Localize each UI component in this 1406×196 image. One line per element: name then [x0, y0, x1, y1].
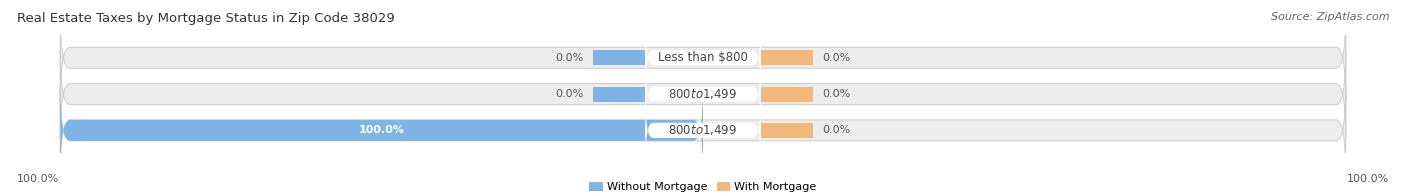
Text: 0.0%: 0.0% — [555, 89, 583, 99]
FancyBboxPatch shape — [60, 86, 703, 174]
FancyBboxPatch shape — [645, 22, 761, 94]
Text: Less than $800: Less than $800 — [658, 51, 748, 64]
Text: 0.0%: 0.0% — [823, 53, 851, 63]
FancyBboxPatch shape — [60, 14, 1346, 102]
Bar — [593, 123, 645, 138]
FancyBboxPatch shape — [60, 50, 1346, 138]
Bar — [761, 50, 813, 65]
Text: 0.0%: 0.0% — [823, 125, 851, 135]
Text: 100.0%: 100.0% — [17, 174, 59, 184]
Bar — [761, 86, 813, 102]
Text: 0.0%: 0.0% — [555, 53, 583, 63]
Text: Source: ZipAtlas.com: Source: ZipAtlas.com — [1271, 12, 1389, 22]
Bar — [593, 86, 645, 102]
Text: 0.0%: 0.0% — [823, 89, 851, 99]
Bar — [593, 50, 645, 65]
Text: $800 to $1,499: $800 to $1,499 — [668, 123, 738, 137]
FancyBboxPatch shape — [645, 58, 761, 130]
Legend: Without Mortgage, With Mortgage: Without Mortgage, With Mortgage — [585, 177, 821, 196]
Text: 100.0%: 100.0% — [1347, 174, 1389, 184]
FancyBboxPatch shape — [645, 94, 761, 166]
Text: 100.0%: 100.0% — [359, 125, 405, 135]
Text: $800 to $1,499: $800 to $1,499 — [668, 87, 738, 101]
FancyBboxPatch shape — [60, 86, 1346, 174]
Bar — [761, 123, 813, 138]
Text: Real Estate Taxes by Mortgage Status in Zip Code 38029: Real Estate Taxes by Mortgage Status in … — [17, 12, 395, 25]
